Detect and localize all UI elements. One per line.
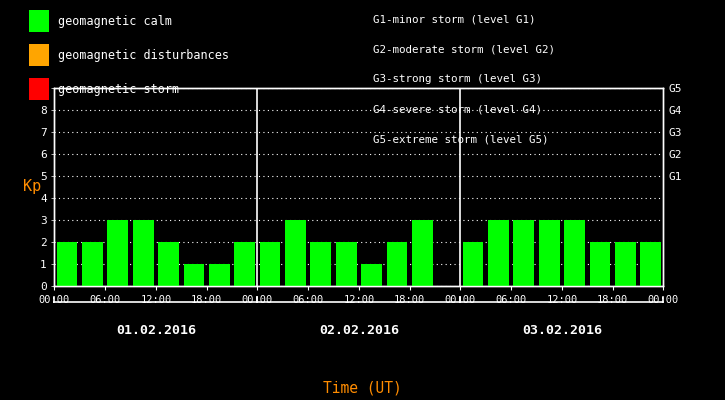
Bar — [412, 220, 433, 286]
Bar — [209, 264, 230, 286]
Bar — [513, 220, 534, 286]
Bar — [539, 220, 560, 286]
Bar — [361, 264, 382, 286]
Bar — [615, 242, 636, 286]
Bar — [133, 220, 154, 286]
Bar — [82, 242, 103, 286]
Bar — [589, 242, 610, 286]
Text: geomagnetic storm: geomagnetic storm — [58, 82, 179, 96]
Bar — [234, 242, 255, 286]
Bar — [640, 242, 661, 286]
Bar — [260, 242, 281, 286]
Text: G4-severe storm (level G4): G4-severe storm (level G4) — [373, 104, 542, 114]
Bar — [158, 242, 179, 286]
Text: geomagnetic calm: geomagnetic calm — [58, 14, 172, 28]
Text: 02.02.2016: 02.02.2016 — [319, 324, 399, 336]
Bar — [463, 242, 484, 286]
Text: G3-strong storm (level G3): G3-strong storm (level G3) — [373, 74, 542, 84]
Text: G2-moderate storm (level G2): G2-moderate storm (level G2) — [373, 44, 555, 54]
Bar — [336, 242, 357, 286]
Text: 01.02.2016: 01.02.2016 — [116, 324, 196, 336]
Text: G5-extreme storm (level G5): G5-extreme storm (level G5) — [373, 134, 549, 144]
Bar — [57, 242, 78, 286]
Bar — [285, 220, 306, 286]
Bar — [386, 242, 407, 286]
Text: 03.02.2016: 03.02.2016 — [522, 324, 602, 336]
Text: Time (UT): Time (UT) — [323, 380, 402, 396]
Bar — [183, 264, 204, 286]
Bar — [310, 242, 331, 286]
Bar — [107, 220, 128, 286]
Bar — [564, 220, 585, 286]
Bar — [488, 220, 509, 286]
Text: G1-minor storm (level G1): G1-minor storm (level G1) — [373, 14, 536, 24]
Y-axis label: Kp: Kp — [22, 180, 41, 194]
Text: geomagnetic disturbances: geomagnetic disturbances — [58, 48, 229, 62]
